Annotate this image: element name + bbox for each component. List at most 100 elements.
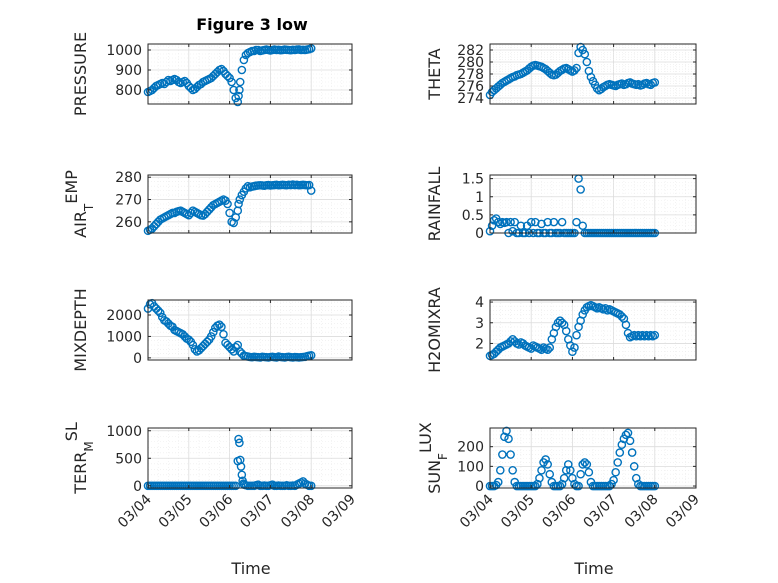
- y-tick-label: 3: [475, 316, 484, 332]
- y-tick-label: 2000: [106, 308, 142, 324]
- data-point: [227, 77, 236, 87]
- series-markers: [143, 434, 316, 491]
- series-markers: [143, 298, 316, 362]
- data-point: [502, 426, 511, 436]
- data-point: [234, 91, 243, 101]
- data-point: [487, 221, 497, 231]
- grid: [147, 44, 353, 104]
- data-point: [592, 84, 602, 93]
- data-point: [582, 57, 592, 67]
- data-point: [504, 434, 513, 444]
- data-point: [304, 180, 314, 190]
- data-point: [570, 343, 579, 352]
- y-axis-label: TERRMSL: [62, 422, 97, 495]
- y-tick-label: 200: [457, 440, 484, 456]
- x-tick-label: 03/09: [319, 492, 359, 532]
- data-point: [566, 465, 575, 475]
- data-point: [572, 217, 581, 227]
- data-point: [489, 216, 499, 225]
- data-point: [537, 345, 546, 354]
- y-tick-label: 1.5: [462, 172, 484, 188]
- data-point: [537, 465, 546, 475]
- data-point: [545, 469, 555, 479]
- y-tick-label: 0: [475, 479, 484, 495]
- data-point: [611, 467, 620, 477]
- y-tick-label: 282: [457, 43, 484, 59]
- series-markers: [485, 426, 660, 491]
- y-tick-label: 260: [115, 215, 142, 231]
- data-point: [580, 49, 590, 59]
- data-point: [615, 448, 625, 457]
- y-tick-label: 0: [475, 226, 484, 242]
- y-axis-label: THETA: [425, 48, 444, 100]
- data-point: [306, 186, 316, 195]
- data-point: [223, 71, 232, 81]
- data-point: [510, 217, 520, 227]
- data-point: [188, 340, 198, 350]
- data-point: [508, 465, 517, 475]
- data-point: [236, 462, 246, 471]
- y-tick-label: 1000: [106, 424, 142, 440]
- data-point: [531, 481, 540, 491]
- data-point: [586, 72, 596, 82]
- y-tick-label: 1: [475, 190, 484, 206]
- axes-box: [489, 174, 697, 234]
- data-point: [227, 344, 236, 354]
- y-tick-label: 4: [475, 295, 484, 311]
- series-markers: [485, 42, 660, 100]
- data-point: [582, 460, 592, 469]
- y-tick-label: 100: [457, 459, 484, 475]
- data-point: [225, 208, 234, 218]
- data-point: [535, 473, 544, 483]
- y-tick-label: 500: [115, 451, 142, 467]
- data-point: [568, 347, 577, 357]
- x-tick-label: 03/05: [156, 492, 196, 532]
- data-point: [543, 217, 552, 227]
- data-point: [235, 438, 244, 448]
- x-tick-label: 03/04: [457, 491, 497, 531]
- data-point: [155, 308, 165, 318]
- data-point: [576, 469, 585, 479]
- axes-box: [489, 427, 697, 489]
- data-point: [514, 340, 524, 349]
- data-point: [186, 208, 196, 218]
- subplot-7: 0 500 1000 03/04 03/05 03/06 03/07 03/08 03/09 TE…: [62, 422, 359, 531]
- data-point: [237, 470, 247, 480]
- data-point: [235, 195, 245, 204]
- data-point: [609, 475, 618, 485]
- data-point: [570, 66, 579, 75]
- data-point: [208, 327, 218, 337]
- x-tick-label: 03/06: [539, 491, 579, 531]
- data-point: [229, 218, 238, 228]
- x-tick-label: 03/04: [115, 491, 155, 531]
- axes-box: [147, 299, 353, 361]
- y-tick-label: 280: [115, 170, 142, 186]
- x-tick-label: 03/08: [278, 492, 318, 532]
- data-point: [543, 460, 552, 469]
- data-point: [219, 329, 228, 339]
- data-point: [576, 185, 585, 194]
- data-point: [506, 450, 515, 459]
- data-point: [561, 326, 571, 336]
- y-axis-label: H2OMIXRA: [425, 287, 444, 373]
- data-point: [217, 322, 226, 332]
- x-tick-label: 03/06: [197, 491, 237, 531]
- data-point: [495, 465, 505, 475]
- data-point: [217, 64, 226, 74]
- data-point: [572, 63, 581, 73]
- y-tick-label: 274: [457, 91, 484, 107]
- data-point: [180, 76, 190, 86]
- data-point: [223, 199, 232, 209]
- y-tick-label: 280: [457, 55, 484, 71]
- data-point: [629, 462, 639, 471]
- data-point: [498, 450, 507, 459]
- x-tick-label: 03/09: [663, 492, 703, 532]
- y-tick-label: 800: [115, 83, 142, 99]
- data-point: [625, 436, 635, 446]
- data-point: [153, 306, 163, 316]
- data-point: [237, 65, 247, 75]
- series-markers: [143, 44, 316, 107]
- series-markers: [143, 180, 316, 236]
- y-axis-label: PRESSURE: [71, 32, 90, 116]
